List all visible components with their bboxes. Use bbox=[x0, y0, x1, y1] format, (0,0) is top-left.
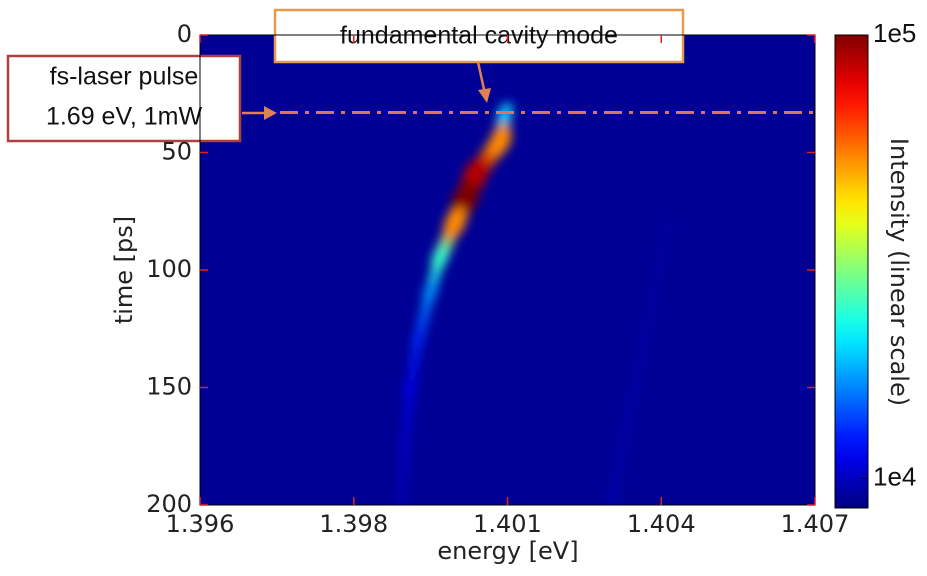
arrow-head bbox=[478, 88, 491, 103]
colorbar bbox=[834, 34, 869, 509]
colorbar-tick-label: 1e4 bbox=[873, 461, 916, 491]
arrow-head bbox=[264, 106, 277, 120]
mode-trace bbox=[607, 216, 673, 505]
annotation-text: fs-laser pulse bbox=[50, 63, 199, 91]
ridge-segment bbox=[398, 442, 409, 505]
ridge-segment bbox=[608, 431, 629, 505]
intensity-spot bbox=[431, 246, 449, 270]
intensity-spot bbox=[422, 284, 437, 303]
x-tick-label: 1.407 bbox=[781, 510, 850, 538]
x-tick-label: 1.401 bbox=[473, 510, 542, 538]
intensity-spot bbox=[443, 207, 467, 239]
intensity-spot bbox=[640, 334, 650, 347]
ridge-segment bbox=[641, 219, 672, 344]
y-tick-label: 200 bbox=[146, 490, 192, 518]
colorbar-label: Intensity (linear scale) bbox=[885, 138, 913, 406]
y-tick-label: 0 bbox=[177, 20, 192, 48]
intensity-spot bbox=[400, 439, 411, 453]
y-tick-label: 100 bbox=[146, 255, 192, 283]
x-tick-label: 1.404 bbox=[627, 510, 696, 538]
annotation-text: fundamental cavity mode bbox=[340, 22, 618, 50]
intensity-spot bbox=[607, 498, 617, 505]
arrows bbox=[242, 61, 491, 120]
annotation-text: 1.69 eV, 1mW bbox=[46, 103, 203, 131]
arrow bbox=[476, 61, 487, 95]
annotation-box bbox=[273, 8, 685, 64]
intensity-spot bbox=[412, 332, 425, 349]
plot-area bbox=[200, 35, 815, 505]
intensity-spot bbox=[404, 380, 416, 395]
ridge-segment bbox=[401, 383, 414, 450]
x-tick-label: 1.396 bbox=[166, 510, 235, 538]
x-axis-label: energy [eV] bbox=[437, 537, 578, 565]
intensity-spot bbox=[488, 125, 512, 157]
intensity-spot bbox=[620, 428, 630, 441]
intensity-spot bbox=[663, 216, 673, 230]
ridge-segment bbox=[406, 336, 423, 392]
annotation-box bbox=[6, 54, 242, 143]
y-tick-label: 150 bbox=[146, 373, 192, 401]
y-tick-label: 50 bbox=[161, 138, 192, 166]
intensity-spot bbox=[396, 498, 407, 505]
ridge-segment bbox=[621, 337, 649, 438]
y-axis-label: time [ps] bbox=[110, 216, 138, 324]
colorbar-tick-label: 1e5 bbox=[873, 18, 916, 48]
x-tick-label: 1.398 bbox=[319, 510, 388, 538]
mode-trace bbox=[396, 102, 513, 505]
